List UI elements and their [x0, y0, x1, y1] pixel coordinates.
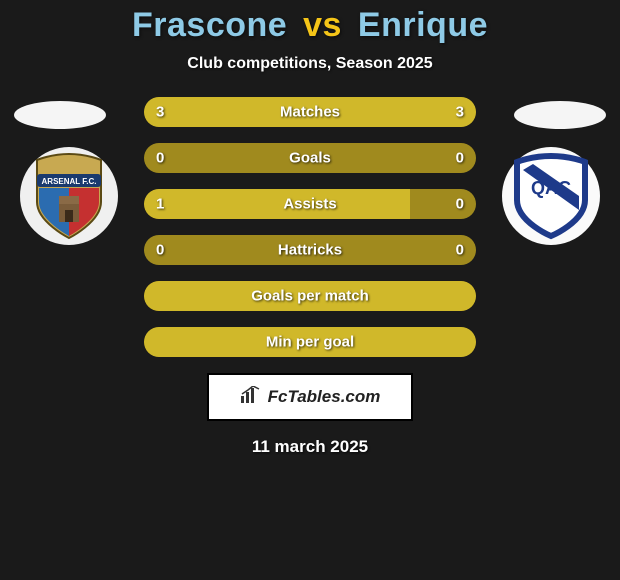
- subtitle: Club competitions, Season 2025: [0, 55, 620, 73]
- stat-bar-left-fill: [144, 189, 410, 219]
- stat-value-left: 0: [156, 150, 164, 167]
- stat-row: 1 0 Assists: [144, 189, 476, 219]
- stat-label: Hattricks: [278, 242, 342, 259]
- footer-label: FcTables.com: [268, 387, 381, 407]
- stat-label: Goals: [289, 150, 331, 167]
- footer-attribution[interactable]: FcTables.com: [207, 373, 413, 421]
- stat-value-left: 3: [156, 104, 164, 121]
- svg-text:ARSENAL F.C.: ARSENAL F.C.: [42, 177, 97, 186]
- stat-label: Assists: [283, 196, 336, 213]
- stat-value-right: 0: [456, 150, 464, 167]
- stat-value-right: 0: [456, 242, 464, 259]
- avatar-placeholder-left: [14, 101, 106, 129]
- comparison-card: Frascone vs Enrique Club competitions, S…: [0, 0, 620, 580]
- player1-name: Frascone: [132, 6, 287, 44]
- club-crest-left: ARSENAL F.C.: [20, 147, 118, 245]
- page-title: Frascone vs Enrique: [0, 6, 620, 45]
- stat-row: Min per goal: [144, 327, 476, 357]
- stat-label: Goals per match: [251, 288, 369, 305]
- stat-label: Matches: [280, 104, 340, 121]
- svg-text:QAC: QAC: [531, 178, 571, 198]
- stat-value-right: 0: [456, 196, 464, 213]
- stats-area: ARSENAL F.C. QAC 3 3 Matches 0 0 Goals 1 0 Assis…: [0, 97, 620, 357]
- stat-label: Min per goal: [266, 334, 354, 351]
- chart-icon: [240, 386, 262, 409]
- stat-value-left: 1: [156, 196, 164, 213]
- stat-row: 3 3 Matches: [144, 97, 476, 127]
- date-label: 11 march 2025: [0, 437, 620, 457]
- avatar-placeholder-right: [514, 101, 606, 129]
- qac-crest-icon: QAC: [511, 152, 591, 240]
- stat-row: 0 0 Goals: [144, 143, 476, 173]
- vs-text: vs: [303, 6, 342, 44]
- arsenal-crest-icon: ARSENAL F.C.: [29, 152, 109, 240]
- stat-value-left: 0: [156, 242, 164, 259]
- player2-name: Enrique: [358, 6, 488, 44]
- stat-row: 0 0 Hattricks: [144, 235, 476, 265]
- stat-value-right: 3: [456, 104, 464, 121]
- club-crest-right: QAC: [502, 147, 600, 245]
- stat-bars: 3 3 Matches 0 0 Goals 1 0 Assists 0 0 Hattricks Goal…: [144, 97, 476, 357]
- stat-row: Goals per match: [144, 281, 476, 311]
